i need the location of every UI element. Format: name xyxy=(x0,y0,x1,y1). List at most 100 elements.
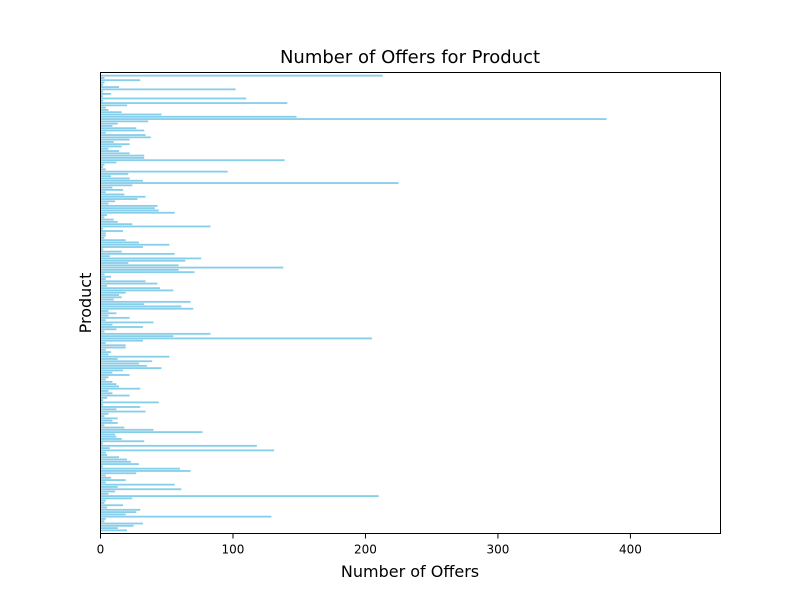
bar xyxy=(100,79,141,82)
bar xyxy=(100,104,127,107)
bar xyxy=(100,358,118,360)
bar xyxy=(100,527,118,529)
bar xyxy=(100,262,129,264)
bar xyxy=(100,307,194,310)
bar xyxy=(100,458,127,461)
bar xyxy=(100,294,120,296)
bar xyxy=(100,435,117,438)
bar xyxy=(100,193,125,196)
bar xyxy=(100,175,112,178)
bar xyxy=(100,188,124,191)
bar xyxy=(100,168,106,171)
bar xyxy=(100,399,104,402)
bar xyxy=(100,200,116,203)
bar xyxy=(100,218,114,221)
bar xyxy=(100,266,284,269)
bar xyxy=(100,390,109,392)
bar xyxy=(100,170,228,173)
bar xyxy=(100,355,170,358)
bar xyxy=(100,410,146,413)
x-axis-ticks: 0 100 200 300 400 xyxy=(97,533,642,557)
bar xyxy=(100,314,109,317)
bar xyxy=(100,474,106,477)
bar xyxy=(100,524,134,527)
bar xyxy=(100,378,106,381)
bar xyxy=(100,271,195,274)
bar xyxy=(100,335,174,338)
bar xyxy=(100,227,104,230)
bar xyxy=(100,264,179,267)
bar xyxy=(100,109,109,111)
x-tick-label: 400 xyxy=(619,543,642,557)
bar xyxy=(100,225,211,228)
bar xyxy=(100,298,114,301)
bar xyxy=(100,396,108,399)
bar xyxy=(100,380,113,383)
bar xyxy=(100,483,175,486)
bar xyxy=(100,330,105,333)
bar xyxy=(100,481,106,484)
x-tick-label: 100 xyxy=(222,543,245,557)
bar xyxy=(100,236,105,239)
x-tick-label: 0 xyxy=(97,543,105,557)
bar xyxy=(100,328,117,331)
bars-layer xyxy=(100,74,607,532)
bar xyxy=(100,376,109,379)
bar xyxy=(100,440,145,443)
bar xyxy=(100,463,139,466)
bar xyxy=(100,316,130,319)
bar xyxy=(100,184,133,187)
bar xyxy=(100,529,127,532)
bar xyxy=(100,241,139,244)
bar xyxy=(100,495,379,497)
bar xyxy=(100,353,109,356)
bar xyxy=(100,305,182,308)
bar xyxy=(100,268,179,271)
bar xyxy=(100,252,175,255)
bar xyxy=(100,348,106,351)
bar xyxy=(100,360,153,363)
bar xyxy=(100,337,373,340)
bar xyxy=(100,111,122,114)
bar xyxy=(100,278,106,280)
bar xyxy=(100,504,124,507)
bar xyxy=(100,438,122,440)
bar xyxy=(100,406,141,408)
bar xyxy=(100,351,112,354)
bar xyxy=(100,456,120,459)
bar xyxy=(100,86,120,88)
bar xyxy=(100,204,158,207)
bar xyxy=(100,243,170,246)
bar xyxy=(100,172,129,175)
bar xyxy=(100,257,202,260)
bar xyxy=(100,134,146,136)
bar xyxy=(100,81,105,84)
bar xyxy=(100,182,399,184)
bar xyxy=(100,490,116,493)
bar xyxy=(100,140,114,143)
bar xyxy=(100,492,109,495)
bar xyxy=(100,444,257,447)
y-axis-label: Product xyxy=(76,273,95,334)
bar xyxy=(100,412,109,415)
bar xyxy=(100,454,108,456)
bar xyxy=(100,90,104,93)
bar xyxy=(100,113,162,116)
bar xyxy=(100,179,143,182)
bar xyxy=(100,296,122,299)
bar xyxy=(100,344,126,347)
bar xyxy=(100,138,130,141)
plot-frame xyxy=(100,72,721,534)
bar xyxy=(100,74,383,77)
bar xyxy=(100,127,137,130)
bar xyxy=(100,216,105,219)
bar xyxy=(100,479,126,482)
bar xyxy=(100,426,125,429)
bar xyxy=(100,118,607,120)
bar xyxy=(100,364,147,367)
bar xyxy=(100,522,143,525)
bar xyxy=(100,447,110,450)
bar xyxy=(100,394,130,397)
bar xyxy=(100,97,247,100)
